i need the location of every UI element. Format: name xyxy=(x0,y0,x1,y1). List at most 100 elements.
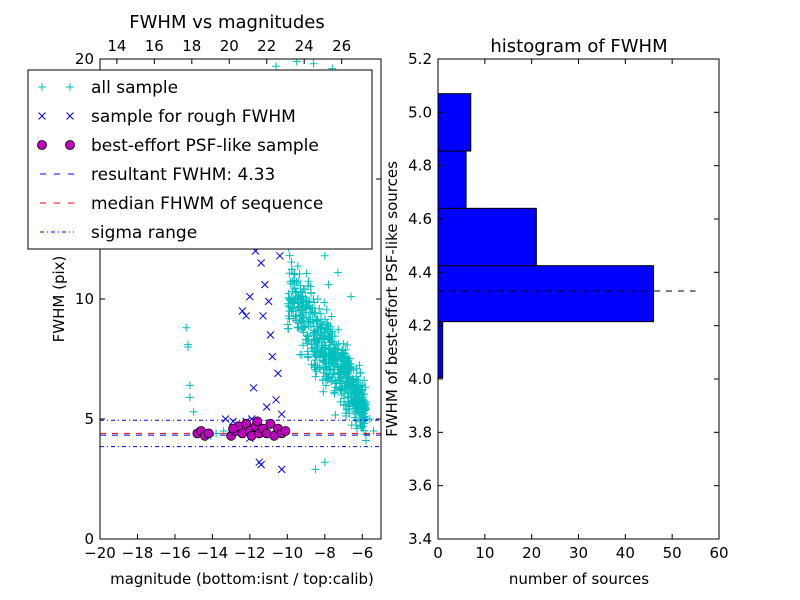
all-sample-point xyxy=(339,401,348,410)
all-sample-point xyxy=(335,384,344,393)
all-sample-point xyxy=(341,411,350,420)
top-tick-label: 26 xyxy=(332,37,351,55)
all-sample-point xyxy=(321,362,330,371)
legend-marker xyxy=(65,140,75,150)
all-sample-point xyxy=(285,306,294,315)
all-sample-point xyxy=(347,292,356,301)
all-sample-point xyxy=(343,340,352,349)
all-sample-point xyxy=(346,363,355,372)
all-sample-point xyxy=(313,333,322,342)
all-sample-point xyxy=(295,302,304,311)
scatter-legend: all sample sample for rough FWHM best-effo… xyxy=(27,69,373,250)
top-tick-label: 20 xyxy=(220,37,239,55)
all-sample-point xyxy=(342,377,351,386)
all-sample-point xyxy=(358,410,367,419)
legend-label: median FHWM of sequence xyxy=(91,194,323,214)
all-sample-point xyxy=(361,436,370,445)
all-sample-point xyxy=(319,368,328,377)
rough-fwhm-sample-point xyxy=(257,460,265,469)
all-sample-point xyxy=(320,458,329,467)
legend-label: sigma range xyxy=(91,223,197,243)
legend-label: best-effort PSF-like sample xyxy=(91,136,319,156)
all-sample-point xyxy=(311,372,320,381)
all-sample-point xyxy=(272,62,281,71)
all-sample-point xyxy=(313,361,322,370)
all-sample-point xyxy=(339,339,348,348)
top-tick-label: 18 xyxy=(182,37,201,55)
x-tick-label: 20 xyxy=(522,544,541,562)
all-sample-point xyxy=(292,59,301,66)
all-sample-point xyxy=(293,262,302,271)
x-tick-label: 40 xyxy=(616,544,635,562)
psf-like-sample-point xyxy=(265,418,276,429)
scatter-y-axis-label: FWHM (pix) xyxy=(50,256,68,343)
all-sample-point xyxy=(286,295,295,304)
y-tick-label: 3.8 xyxy=(408,423,432,441)
y-tick-label: 3.6 xyxy=(408,477,432,495)
scatter-ticks: −20−18−16−14−12−10−8−6051015201416182022… xyxy=(75,37,381,562)
all-sample-point xyxy=(185,393,194,402)
x-tick-label: −6 xyxy=(351,544,373,562)
all-sample-point xyxy=(322,332,330,341)
all-sample-point xyxy=(344,398,353,407)
rough-fwhm-sample-point xyxy=(246,292,254,301)
all-sample-point xyxy=(287,257,296,266)
x-tick-label: −8 xyxy=(314,544,336,562)
all-sample-point xyxy=(333,345,342,354)
y-tick-label: 3.4 xyxy=(408,530,432,548)
all-sample-point xyxy=(349,396,358,405)
y-tick-label: 4.8 xyxy=(408,157,432,175)
all-sample-point xyxy=(303,317,312,326)
legend-label: all sample xyxy=(91,78,178,98)
all-sample-point xyxy=(296,288,305,297)
legend-label: resultant FWHM: 4.33 xyxy=(91,165,275,185)
all-sample-point xyxy=(309,329,318,338)
all-sample-point xyxy=(320,343,329,352)
all-sample-point xyxy=(324,325,333,334)
x-tick-label: −14 xyxy=(197,544,229,562)
all-sample-point xyxy=(334,325,343,334)
all-sample-point xyxy=(320,364,329,373)
all-sample-point xyxy=(347,381,356,390)
all-sample-point xyxy=(330,389,339,398)
all-sample-point xyxy=(320,298,329,307)
all-sample-point xyxy=(353,386,362,395)
all-sample-point xyxy=(360,390,369,399)
all-sample-point xyxy=(294,277,303,286)
all-sample-point xyxy=(303,331,312,340)
all-sample-point xyxy=(332,360,341,369)
all-sample-point xyxy=(342,405,351,414)
psf-like-sample-point xyxy=(280,426,291,436)
all-sample-point xyxy=(321,381,330,390)
all-sample-point xyxy=(304,277,313,286)
all-sample-point xyxy=(303,347,312,356)
psf-like-sample-point xyxy=(228,423,238,434)
all-sample-point xyxy=(313,322,322,331)
all-sample-point xyxy=(317,317,326,326)
top-tick-label: 24 xyxy=(295,37,314,55)
all-sample-point xyxy=(356,368,365,377)
histogram-bar xyxy=(438,150,467,209)
all-sample-point xyxy=(320,251,329,260)
all-sample-point xyxy=(310,360,319,369)
all-sample-point xyxy=(327,312,336,321)
legend-marker xyxy=(38,112,46,120)
all-sample-point xyxy=(310,345,319,354)
all-sample-point xyxy=(284,324,293,333)
all-sample-point xyxy=(307,289,316,298)
histogram-bar xyxy=(438,207,537,267)
all-sample-point xyxy=(322,350,331,359)
all-sample-point xyxy=(309,59,318,68)
all-sample-point xyxy=(341,353,350,362)
all-sample-point xyxy=(358,395,367,404)
legend-marker xyxy=(66,112,74,120)
all-sample-point xyxy=(285,251,294,260)
scatter-x-axis-label: magnitude (bottom:isnt / top:calib) xyxy=(110,570,374,588)
rough-fwhm-sample-point xyxy=(249,383,258,392)
x-tick-label: 10 xyxy=(475,544,494,562)
rough-fwhm-sample-point xyxy=(260,280,269,289)
top-tick-label: 14 xyxy=(107,37,126,55)
all-sample-point xyxy=(295,316,304,325)
x-tick-label: −16 xyxy=(159,544,191,562)
